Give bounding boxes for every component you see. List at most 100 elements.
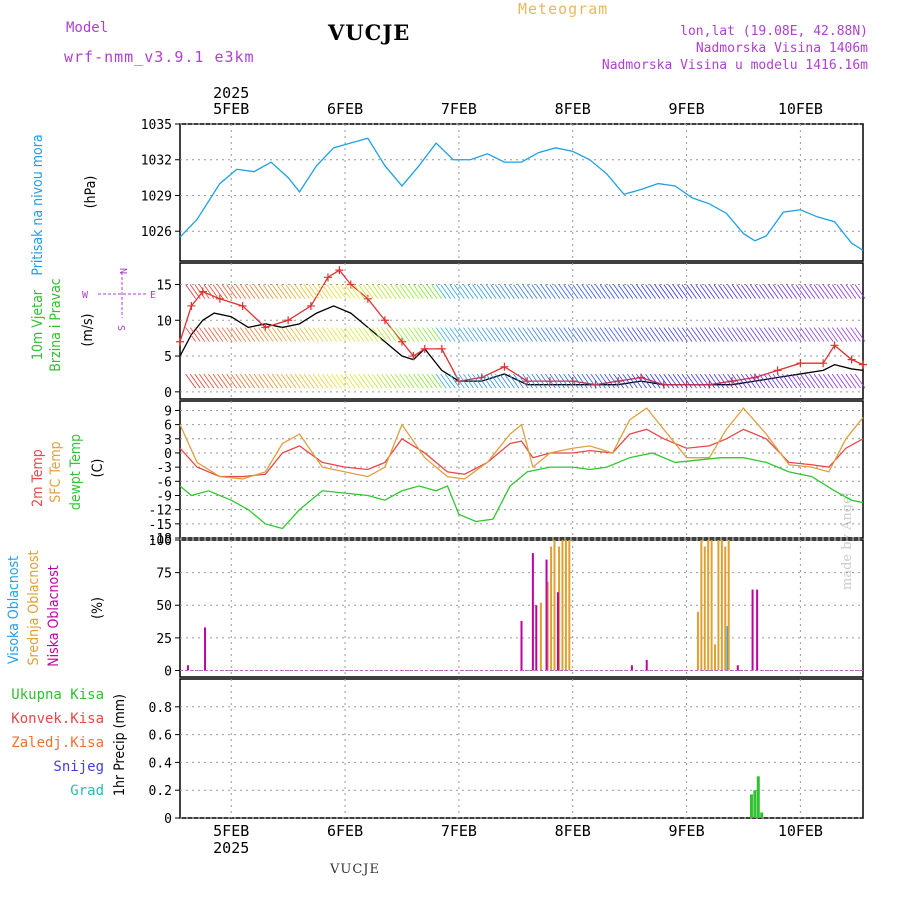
- wind-barb: [230, 373, 242, 389]
- wind-barb: [854, 327, 866, 342]
- wind-barb: [358, 284, 370, 299]
- wind-barb: [185, 284, 197, 299]
- wind-barb: [631, 373, 643, 389]
- wind-barb: [499, 373, 511, 389]
- wind-barb: [535, 327, 547, 342]
- wind-barb: [212, 327, 224, 342]
- y-tick-label: -18: [149, 532, 172, 547]
- wind-barb: [440, 327, 452, 342]
- wind-barb: [809, 373, 820, 389]
- bar-niska-oblacnost: [736, 665, 739, 671]
- wind-barb: [777, 373, 788, 389]
- wind-barb: [463, 284, 474, 299]
- wind-barb: [458, 373, 470, 389]
- wind-barb: [422, 284, 433, 299]
- wind-barb: [627, 284, 638, 299]
- wind-barb: [504, 327, 515, 342]
- gust-marker: [437, 344, 446, 353]
- wind-barb: [681, 373, 693, 389]
- wind-barb: [276, 327, 288, 342]
- wind-barb: [549, 373, 561, 389]
- wind-barb: [431, 327, 442, 342]
- day-label-top: 6FEB: [327, 100, 363, 118]
- wind-barb: [604, 373, 615, 389]
- y-tick-label: 0.4: [149, 756, 173, 771]
- wind-barb: [668, 327, 679, 342]
- wind-barb: [517, 373, 529, 389]
- wind-barb: [467, 373, 479, 389]
- wind-barb: [513, 327, 524, 342]
- wind-barb: [440, 373, 452, 389]
- wind-barb: [763, 327, 775, 342]
- model-label: Model: [66, 20, 109, 36]
- bar-niska-oblacnost: [204, 627, 207, 671]
- wind-barb: [658, 327, 670, 342]
- wind-barb: [340, 327, 351, 342]
- year-label-bottom: 2025: [213, 839, 249, 857]
- wind-barb: [795, 373, 807, 389]
- wind-barb: [408, 327, 420, 342]
- wind-barb: [763, 373, 775, 389]
- wind-barb: [777, 327, 788, 342]
- wind-barb: [290, 373, 301, 389]
- precip-legend-item: Grad: [70, 783, 104, 799]
- day-label-top: 7FEB: [441, 100, 477, 118]
- wind-barb: [271, 373, 283, 389]
- bar-srednja-oblacnost: [564, 540, 567, 671]
- wind-barb: [745, 327, 757, 342]
- wind-barb: [672, 327, 684, 342]
- wind-barb: [845, 373, 857, 389]
- wind-barb: [267, 284, 278, 299]
- bar-niska-oblacnost: [520, 620, 523, 671]
- wind-barb: [517, 327, 529, 342]
- wind-barb: [494, 327, 506, 342]
- bar-srednja-oblacnost: [724, 546, 727, 671]
- wind-barb: [504, 373, 515, 389]
- y-tick-label: 0: [164, 812, 172, 827]
- wind-barb: [258, 327, 269, 342]
- wind-barb: [576, 327, 588, 342]
- wind-barb: [276, 284, 288, 299]
- wind-barb: [581, 284, 593, 299]
- wind-barb: [617, 284, 629, 299]
- panel-frame: [179, 678, 864, 819]
- wind-barb: [636, 327, 647, 342]
- y-tick-label: 0.6: [149, 729, 172, 744]
- wind-barb: [658, 373, 670, 389]
- wind-barb: [749, 284, 761, 299]
- wind-barb: [590, 373, 602, 389]
- bar-srednja-oblacnost: [553, 540, 556, 671]
- wind-barb: [349, 373, 360, 389]
- wind-barb: [189, 327, 201, 342]
- wind-barb: [754, 373, 766, 389]
- wind-barb: [549, 327, 561, 342]
- wind-barb: [558, 327, 570, 342]
- wind-barb: [331, 327, 342, 342]
- wind-barb: [850, 327, 861, 342]
- wind-barb: [253, 284, 265, 299]
- wind-barb: [308, 284, 319, 299]
- wind-barb: [686, 284, 697, 299]
- precip-legend-item: Konvek.Kisa: [11, 711, 104, 727]
- wind-barb: [472, 284, 483, 299]
- wind-barb: [800, 327, 811, 342]
- day-label-bottom: 10FEB: [778, 822, 823, 840]
- wind-barb: [244, 327, 256, 342]
- wind-barb: [271, 327, 283, 342]
- wind-barb: [353, 327, 365, 342]
- cloud-unit: (%): [90, 597, 106, 619]
- wind-barb: [818, 373, 829, 389]
- wind-barb: [699, 327, 711, 342]
- wind-barb: [663, 284, 675, 299]
- wind-barb: [704, 373, 716, 389]
- wind-barb: [244, 284, 256, 299]
- y-tick-label: 5: [164, 350, 172, 365]
- wind-barb: [649, 373, 661, 389]
- wind-barb: [731, 373, 743, 389]
- wind-barb: [727, 284, 738, 299]
- wind-barb: [781, 373, 793, 389]
- wind-barb: [531, 327, 543, 342]
- wind-barb: [321, 327, 333, 342]
- wind-barb: [508, 327, 520, 342]
- bar-srednja-oblacnost: [700, 540, 703, 671]
